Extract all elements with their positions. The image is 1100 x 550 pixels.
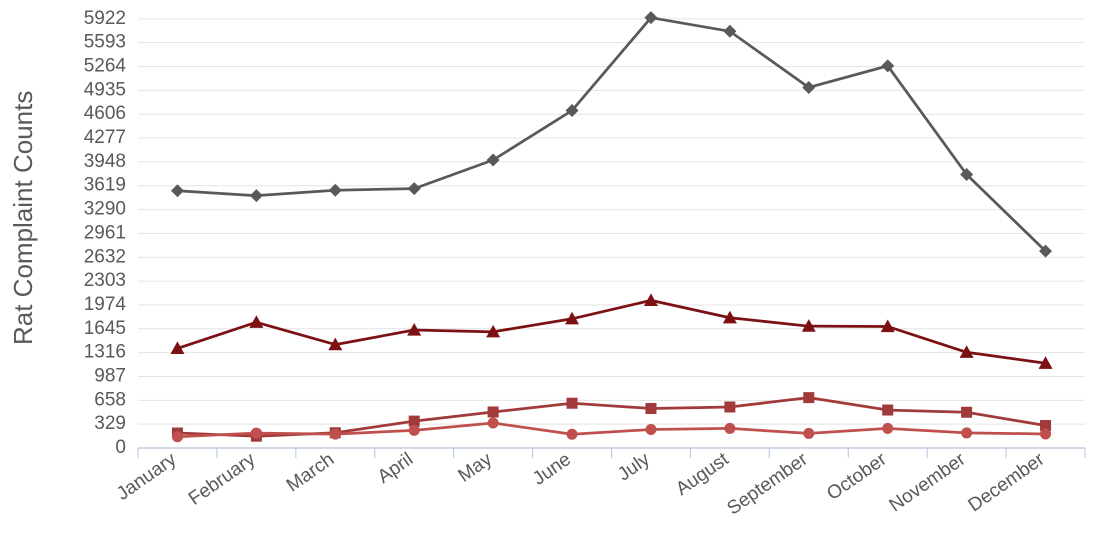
svg-text:5593: 5593 [84, 32, 126, 53]
svg-text:3290: 3290 [84, 199, 126, 220]
svg-text:0: 0 [115, 437, 126, 458]
svg-text:3619: 3619 [84, 175, 126, 196]
svg-text:2303: 2303 [84, 270, 126, 291]
svg-text:May: May [455, 449, 497, 487]
svg-text:329: 329 [94, 413, 126, 434]
svg-text:February: February [185, 449, 260, 510]
svg-text:5264: 5264 [84, 56, 127, 77]
svg-text:October: October [823, 449, 891, 505]
svg-text:November: November [886, 449, 970, 517]
svg-text:March: March [283, 449, 338, 496]
svg-text:6251: 6251 [84, 0, 126, 5]
svg-text:658: 658 [94, 389, 126, 410]
svg-text:1974: 1974 [84, 294, 127, 315]
svg-text:4606: 4606 [84, 103, 126, 124]
svg-text:December: December [965, 449, 1049, 517]
svg-text:2961: 2961 [84, 222, 126, 243]
svg-text:August: August [672, 448, 733, 500]
svg-text:5922: 5922 [84, 8, 126, 29]
svg-text:4277: 4277 [84, 127, 126, 148]
svg-text:4935: 4935 [84, 79, 126, 100]
svg-text:June: June [529, 449, 575, 490]
svg-text:April: April [374, 449, 417, 488]
svg-text:2632: 2632 [84, 246, 126, 267]
svg-text:3948: 3948 [84, 151, 126, 172]
svg-text:987: 987 [94, 365, 126, 386]
svg-text:July: July [614, 449, 654, 486]
svg-text:September: September [723, 449, 812, 520]
svg-text:1316: 1316 [84, 342, 126, 363]
svg-text:1645: 1645 [84, 318, 126, 339]
